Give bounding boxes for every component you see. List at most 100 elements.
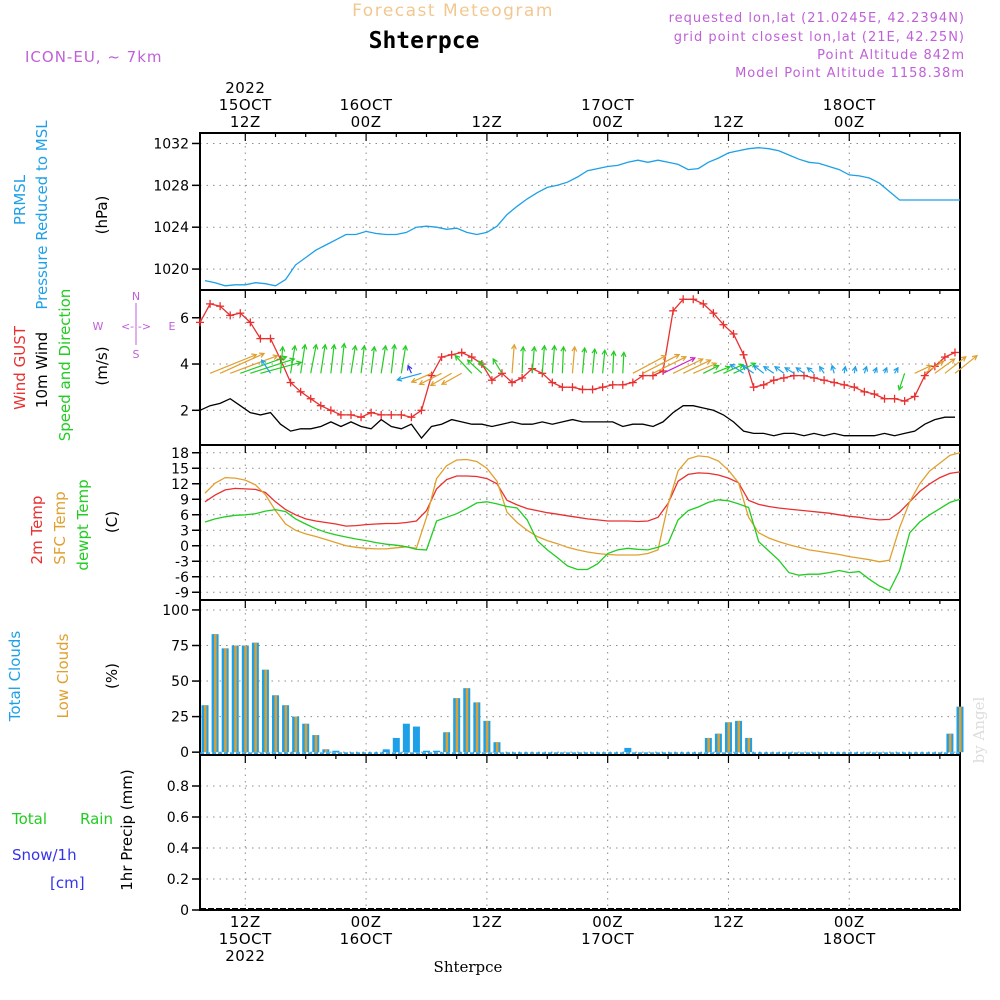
ytick-label-temp: 0 bbox=[180, 539, 189, 555]
cloud-bar-total bbox=[624, 747, 632, 753]
wind-arrow-shaft bbox=[430, 372, 452, 386]
product-title: Forecast Meteogram bbox=[352, 1, 554, 21]
wind-arrow-shaft bbox=[511, 344, 515, 374]
temp-unit: (C) bbox=[103, 511, 121, 533]
cloud-bar-total bbox=[402, 723, 410, 753]
wind-arrow-head bbox=[551, 344, 558, 351]
model-altitude: Model Point Altitude 1158.38m bbox=[735, 66, 965, 81]
wind-arrow-shaft bbox=[642, 354, 680, 374]
footer-station: Shterpce bbox=[434, 958, 503, 976]
wind-arrow-head bbox=[741, 364, 748, 371]
ytick-label-temp: 9 bbox=[180, 492, 189, 508]
wind-arrow-shaft bbox=[924, 360, 944, 374]
ytick-label-temp: 3 bbox=[180, 523, 189, 539]
top-time-label: 2022 15OCT 12Z bbox=[219, 79, 272, 131]
wind-arrow-head bbox=[689, 357, 697, 363]
wind-arrow-head bbox=[851, 365, 858, 372]
wind-arrow-head bbox=[259, 352, 266, 358]
wind-arrow-shaft bbox=[397, 372, 422, 381]
cloud-bar-low bbox=[717, 733, 720, 753]
wind-arrow-shaft bbox=[742, 365, 754, 374]
labels-layer: 2022 15OCT 12Z 16OCT 00Z 12Z 17OCT 00Z 12Z 18OCT 0… bbox=[6, 79, 876, 965]
cloud-bar-low bbox=[747, 737, 751, 753]
requested-coords: requested lon,lat (21.0245E, 42.2394N) bbox=[669, 11, 965, 26]
ytick-label-precip: 0.6 bbox=[167, 810, 189, 826]
wind-arrow-head bbox=[738, 363, 745, 369]
ytick-label-temp: -3 bbox=[175, 554, 189, 570]
wind-arrow-shaft bbox=[478, 360, 493, 374]
precip-unit: 1hr Precip (mm) bbox=[118, 769, 136, 890]
wind-arrow-head bbox=[773, 365, 781, 372]
wind-arrow-shaft bbox=[407, 365, 412, 374]
wind-arrow-head bbox=[396, 375, 403, 382]
cloud-bar-total bbox=[392, 737, 400, 753]
wind-arrow-shaft bbox=[662, 357, 696, 374]
wind-arrow-head bbox=[279, 345, 286, 352]
cloud-bar-low bbox=[445, 732, 449, 753]
wind-arrow-head bbox=[391, 343, 397, 350]
wind-arrow-shaft bbox=[763, 366, 775, 374]
cloud-bar-low bbox=[234, 645, 237, 753]
wind-arrow-head bbox=[492, 357, 498, 365]
credit: by Angel bbox=[970, 696, 988, 763]
wind-arrow-shaft bbox=[612, 351, 615, 374]
wind-arrow-shaft bbox=[703, 365, 719, 374]
wind-arrow-head bbox=[321, 343, 328, 350]
cloud-bar-low bbox=[264, 669, 267, 753]
wind-arrow-shaft bbox=[492, 358, 503, 374]
ytick-label-precip: 0 bbox=[180, 903, 189, 919]
wind-arrow-head bbox=[949, 358, 956, 364]
wind-arrow-head bbox=[440, 379, 447, 385]
wind-arrow-head bbox=[581, 346, 588, 353]
wind-arrow-head bbox=[660, 355, 667, 361]
wind-arrow-shaft bbox=[581, 347, 586, 374]
wind-label-gust: Wind GUST bbox=[11, 325, 29, 410]
cloud-bar-low bbox=[304, 723, 308, 753]
cloud-bar-low bbox=[284, 705, 288, 753]
clouds-unit: (%) bbox=[103, 663, 121, 689]
bottom-time-label: 12Z 15OCT 2022 bbox=[219, 913, 272, 965]
temp-line-sfc bbox=[204, 452, 961, 563]
clouds-label-low: Low Clouds bbox=[54, 633, 72, 718]
cloud-bar-total bbox=[382, 749, 390, 753]
top-time-label: 16OCT 00Z bbox=[340, 96, 393, 131]
wind-arrow-head bbox=[296, 360, 303, 367]
wind-arrow-shaft bbox=[632, 355, 667, 374]
cloud-bar-low bbox=[244, 645, 247, 753]
bottom-time-label: 00Z 17OCT bbox=[581, 913, 634, 948]
cloud-bar-low bbox=[294, 716, 298, 753]
ytick-label-temp: 18 bbox=[171, 446, 189, 462]
wind-arrow-head bbox=[680, 356, 688, 362]
wind-arrow-shaft bbox=[360, 345, 365, 374]
top-time-label: 12Z bbox=[713, 113, 744, 131]
compass-north: N bbox=[132, 290, 140, 303]
cloud-bar-total bbox=[332, 750, 340, 753]
cloud-bar-low bbox=[314, 735, 318, 753]
wind-arrow-head bbox=[784, 367, 791, 373]
wind-gust-line bbox=[199, 298, 956, 418]
wind-arrow-head bbox=[407, 364, 413, 371]
wind-arrow-shaft bbox=[454, 355, 473, 374]
wind-arrow-shaft bbox=[279, 346, 284, 374]
ytick-label-wind: 6 bbox=[180, 311, 189, 327]
cloud-bar-total bbox=[433, 750, 441, 753]
wind-arrow-shaft bbox=[541, 345, 546, 374]
wind-arrow-shaft bbox=[411, 372, 432, 383]
cloud-bar-total bbox=[422, 750, 430, 753]
ytick-label-pressure: 1032 bbox=[153, 136, 189, 152]
model-label: ICON-EU, ~ 7km bbox=[25, 48, 163, 66]
wind-arrow-shaft bbox=[441, 372, 463, 385]
wind-arrow-shaft bbox=[310, 344, 317, 374]
wind-arrow-shaft bbox=[730, 363, 744, 374]
wind-arrow-shaft bbox=[261, 359, 271, 374]
ytick-label-wind: 2 bbox=[180, 403, 189, 419]
compass-east: E bbox=[169, 320, 176, 333]
top-time-label: 17OCT 00Z bbox=[581, 96, 634, 131]
cloud-bar-total bbox=[412, 726, 420, 753]
wind-arrow-shaft bbox=[551, 345, 556, 374]
ytick-label-clouds: 0 bbox=[180, 745, 189, 761]
wind-arrow-head bbox=[591, 347, 598, 354]
wind-arrow-head bbox=[312, 343, 319, 350]
wind-arrow-shaft bbox=[954, 355, 978, 374]
